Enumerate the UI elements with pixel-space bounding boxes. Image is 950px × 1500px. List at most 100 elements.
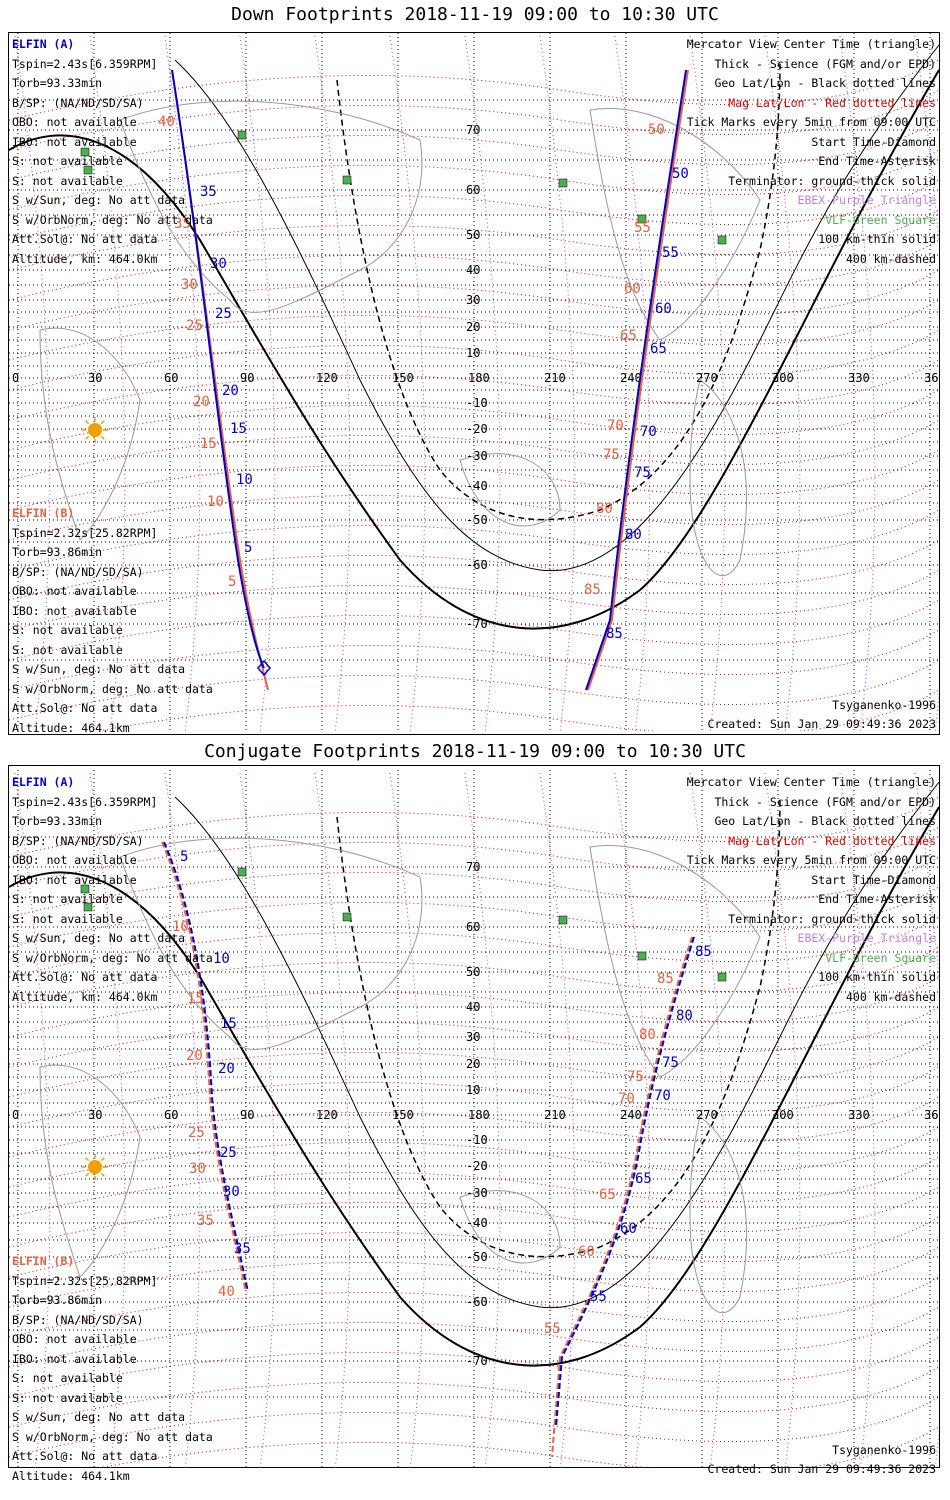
info-line: IBO: not available — [12, 603, 137, 618]
mag-meridian — [239, 772, 276, 1468]
mag-meridian — [839, 772, 876, 1468]
sun-ray — [100, 1172, 105, 1177]
lat-label: 70 — [466, 123, 480, 137]
mag-meridian — [764, 35, 801, 731]
elfin-a-info: ELFIN (A) Tspin=2.43s[6.359RPM] Torb=93.3… — [12, 773, 213, 1007]
info-line: S w/OrbNorm, deg: No att data — [12, 681, 213, 696]
legend-entry: Tick Marks every 5min from 09:00 UTC — [686, 853, 936, 867]
mag-meridian — [614, 772, 651, 1468]
elfin-a-tick-label: 20 — [222, 383, 239, 399]
sun-ray — [100, 1157, 105, 1162]
legend-entry: VLF-Green Square — [825, 212, 936, 227]
info-line: Att.Sol@: No att data — [12, 970, 158, 984]
vlf-station-square — [83, 902, 93, 912]
legend-entry: EBEX-Purple Triangle — [797, 931, 936, 945]
elfin-b-tick-label: 50 — [648, 122, 665, 138]
sun-ray — [85, 1157, 90, 1162]
elfin-a-tick-label: 5 — [244, 540, 252, 556]
elfin-b-track — [161, 841, 247, 1293]
lat-label: 40 — [466, 1000, 480, 1014]
lat-label: -30 — [466, 449, 488, 463]
elfin-b-track — [551, 936, 693, 1458]
sun-ray — [100, 435, 105, 440]
coastline — [459, 1190, 561, 1264]
info-line: S: not available — [12, 1371, 123, 1385]
info-line: IBO: not available — [12, 872, 137, 887]
legend: Mercator View Center Time (triangle) Thic… — [687, 35, 936, 269]
info-line: S: not available — [12, 154, 123, 168]
info-line: B/SP: (NA/ND/SD/SA) — [12, 95, 144, 110]
lat-label: 70 — [466, 860, 480, 874]
elfin-b-tick-label: 75 — [627, 1069, 644, 1085]
vlf-station-square — [342, 175, 352, 185]
info-line: S w/Sun, deg: No att data — [12, 1410, 186, 1424]
legend: Mercator View Center Time (triangle) Thic… — [687, 773, 936, 1007]
mag-meridian — [464, 772, 501, 1468]
info-line: Altitude, km: 464.0km — [12, 989, 158, 1004]
map-frame — [8, 32, 940, 735]
elfin-b-tick-label: 10 — [207, 494, 224, 510]
elfin-b-tick-label: 75 — [603, 447, 620, 463]
info-line: S w/OrbNorm, deg: No att data — [12, 212, 213, 227]
elfin-b-tick-label: 60 — [624, 281, 641, 297]
elfin-a-tick-label: 10 — [236, 472, 253, 488]
legend-entry: Start Time-Diamond — [811, 872, 936, 887]
vlf-station-square — [717, 235, 727, 245]
down-footprints-panel: Down Footprints 2018-11-19 09:00 to 10:3… — [8, 4, 946, 735]
lat-label: -10 — [466, 396, 488, 410]
lon-label: 360 — [924, 371, 946, 385]
elfin-b-tick-label: 70 — [607, 418, 624, 434]
elfin-a-tick-label: 80 — [676, 1008, 693, 1024]
lat-label: 20 — [466, 1057, 480, 1071]
info-line: S w/Sun, deg: No att data — [12, 193, 186, 207]
mag-meridian — [614, 35, 651, 731]
vlf-station-square — [558, 915, 568, 925]
elfin-b-tick-label: 60 — [578, 1244, 595, 1260]
info-line: Tspin=2.32s[25.82RPM] — [12, 525, 158, 540]
elfin-a-tick-label: 15 — [220, 1016, 237, 1032]
elfin-b-tick-label: 30 — [181, 277, 198, 293]
mag-meridian — [164, 772, 201, 1468]
terminator-100km — [174, 44, 939, 572]
info-line: Altitude: 464.1km — [12, 720, 130, 735]
info-line: B/SP: (NA/ND/SD/SA) — [12, 833, 144, 848]
lat-label: 10 — [466, 1083, 480, 1097]
elfin-b-tick-label: 55 — [634, 220, 651, 236]
elfin-b-tick-label: 10 — [172, 919, 189, 935]
coastline — [119, 100, 423, 313]
lon-label: 60 — [164, 1108, 178, 1122]
coastline — [689, 379, 747, 577]
elfin-a-tick-label: 75 — [634, 465, 651, 481]
footprint-map: 0 30 60 90 120 150 180 210 240 270 300 330 360 70 60 50… — [9, 770, 946, 1468]
legend-entry: 400 km-dashed — [845, 251, 936, 266]
lon-label: 120 — [316, 371, 338, 385]
terminator-ground — [9, 69, 939, 630]
legend-entry: EBEX-Purple Triangle — [797, 193, 936, 207]
lon-label: 30 — [88, 371, 102, 385]
lon-label: 360 — [924, 1108, 946, 1122]
elfin-b-name: ELFIN (B) — [12, 506, 75, 520]
conjugate-footprints-panel: Conjugate Footprints 2018-11-19 09:00 to… — [0, 737, 950, 1487]
info-line: S: not available — [12, 1390, 123, 1405]
info-line: Tspin=2.32s[25.82RPM] — [12, 1273, 158, 1288]
elfin-a-name: ELFIN (A) — [12, 775, 75, 789]
mag-meridian — [539, 35, 576, 731]
created-timestamp: Created: Sun Jan 29 09:49:36 2023 — [707, 717, 936, 731]
elfin-b-tick-label: 40 — [158, 114, 175, 130]
elfin-a-tick-label: 55 — [662, 245, 679, 261]
lat-label: 40 — [466, 263, 480, 277]
lon-label: 60 — [164, 371, 178, 385]
info-line: B/SP: (NA/ND/SD/SA) — [12, 564, 144, 579]
elfin-a-tick-label: 10 — [213, 951, 230, 967]
legend-entry: End Time-Asterisk — [818, 154, 936, 168]
elfin-b-tick-label: 65 — [620, 328, 637, 344]
elfin-b-tick-label: 20 — [193, 394, 210, 410]
lat-label: -50 — [466, 513, 488, 527]
elfin-a-tick-label: 50 — [672, 166, 689, 182]
elfin-b-tick-label: 65 — [599, 1187, 616, 1203]
legend-entry: End Time-Asterisk — [818, 892, 936, 906]
elfin-a-info: ELFIN (A) Tspin=2.43s[6.359RPM] Torb=93.3… — [12, 35, 213, 269]
info-line: S: not available — [12, 623, 123, 637]
vlf-station-square — [80, 147, 90, 157]
panel-title: Conjugate Footprints 2018-11-19 09:00 to… — [204, 741, 746, 762]
